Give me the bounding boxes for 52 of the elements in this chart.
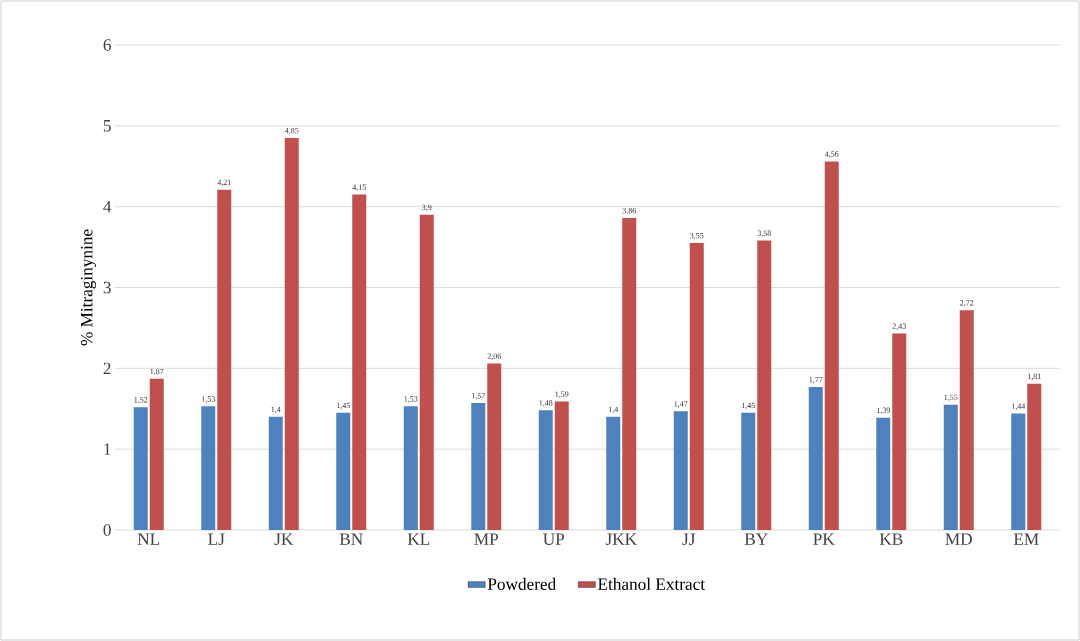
x-tick-label: JK	[274, 533, 294, 545]
bar	[419, 214, 434, 530]
bar	[892, 333, 907, 530]
bar	[403, 406, 418, 530]
bar	[959, 310, 974, 530]
bar	[284, 137, 299, 530]
bar	[757, 240, 772, 530]
bar	[538, 410, 553, 530]
bar	[149, 378, 164, 530]
bar	[673, 411, 688, 530]
y-tick-label: 2	[103, 362, 111, 375]
y-tick-label: 5	[103, 120, 111, 132]
x-tick-label: JKK	[605, 533, 637, 545]
bar	[622, 217, 637, 530]
bar	[133, 407, 148, 530]
x-tick-label: KL	[407, 533, 430, 545]
bar	[876, 417, 891, 530]
x-tick-label: UP	[543, 533, 565, 545]
x-tick-label: MD	[945, 533, 972, 545]
bar	[1027, 383, 1042, 530]
bar	[352, 194, 367, 530]
bar	[554, 401, 569, 530]
y-axis-title: % Mitraginynine	[80, 229, 97, 346]
y-tick-label: 3	[103, 281, 111, 294]
x-tick-label: PK	[813, 533, 835, 545]
x-tick-label: LJ	[208, 533, 225, 545]
x-tick-label: EM	[1013, 533, 1039, 545]
y-tick-label: 0	[103, 524, 111, 536]
bar	[943, 404, 958, 530]
bar	[487, 363, 502, 530]
y-tick-label: 4	[103, 201, 112, 213]
x-tick-label: BN	[339, 533, 363, 545]
bar	[201, 406, 216, 530]
legend-label: Powdered	[487, 577, 556, 590]
legend-label: Ethanol Extract	[598, 577, 705, 590]
x-tick-label: KB	[879, 533, 903, 545]
x-tick-label: MP	[474, 533, 499, 545]
x-tick-label: JJ	[682, 533, 696, 545]
bar	[1011, 413, 1026, 530]
bar	[808, 386, 823, 530]
bar	[268, 416, 283, 530]
bar	[606, 416, 621, 530]
bar	[824, 161, 839, 530]
bar	[336, 412, 351, 530]
bar	[689, 243, 704, 530]
x-tick-label: BY	[744, 533, 768, 545]
y-tick-label: 1	[104, 443, 111, 455]
bar	[471, 403, 486, 530]
bar	[741, 412, 756, 530]
bar	[217, 189, 232, 530]
y-tick-label: 6	[103, 39, 111, 51]
x-tick-label: NL	[137, 533, 160, 545]
